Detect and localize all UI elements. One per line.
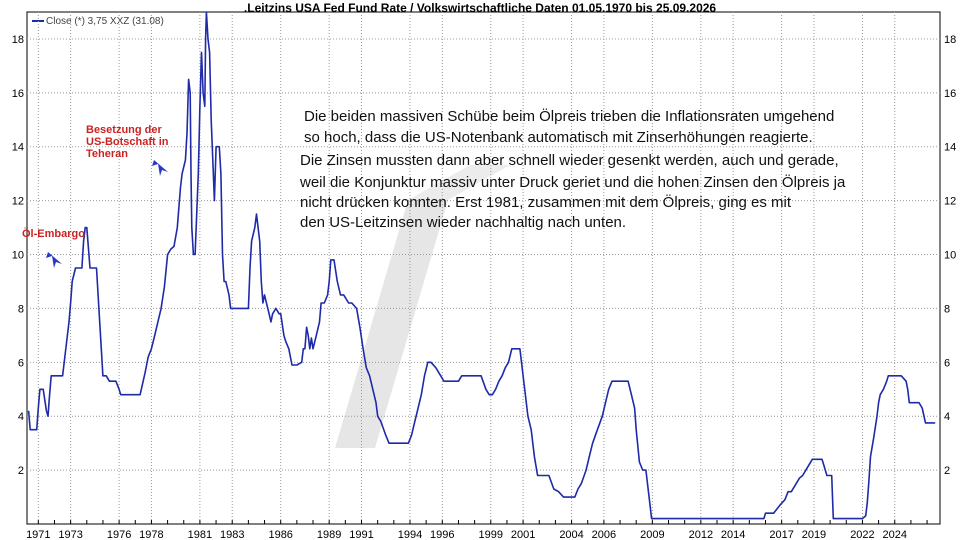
note-line: nicht drücken konnten. Erst 1981, zusamm…: [300, 194, 792, 211]
note-line: weil die Konjunktur massiv unter Druck g…: [300, 174, 846, 191]
y-tick-label-left: 6: [18, 357, 24, 369]
x-tick-label: 1999: [479, 529, 503, 540]
y-tick-label-right: 6: [944, 357, 950, 369]
x-tick-label: 2009: [640, 529, 664, 540]
x-tick-label: 1978: [139, 529, 163, 540]
x-tick-label: 1994: [398, 529, 422, 540]
y-tick-label-right: 8: [944, 303, 950, 315]
y-tick-label-left: 10: [12, 250, 24, 262]
y-tick-label-left: 4: [18, 411, 24, 423]
y-tick-label-right: 4: [944, 411, 950, 423]
x-tick-label: 2012: [689, 529, 713, 540]
y-tick-label-right: 18: [944, 34, 956, 46]
note-line: Die beiden massiven Schübe beim Ölpreis …: [304, 108, 835, 125]
y-tick-label-left: 14: [12, 142, 24, 154]
x-tick-label: 2004: [559, 529, 583, 540]
y-tick-label-right: 16: [944, 88, 956, 100]
x-tick-label: 2006: [592, 529, 616, 540]
annotation-oel-embargo: Öl-Embargo: [22, 228, 85, 240]
arrow-icon: [152, 160, 168, 176]
x-tick-label: 1981: [188, 529, 212, 540]
x-tick-label: 1991: [349, 529, 373, 540]
x-tick-label: 1996: [430, 529, 454, 540]
annotation-teheran-line: US-Botschaft in: [86, 136, 169, 148]
x-tick-label: 2022: [850, 529, 874, 540]
annotation-teheran: Besetzung der US-Botschaft in Teheran: [86, 124, 169, 160]
x-tick-label: 2001: [511, 529, 535, 540]
y-tick-label-right: 2: [944, 465, 950, 477]
annotation-teheran-line: Besetzung der: [86, 124, 162, 136]
y-tick-label-left: 8: [18, 303, 24, 315]
x-tick-label: 1983: [220, 529, 244, 540]
note-line: so hoch, dass die US-Notenbank automatis…: [304, 129, 813, 146]
annotation-teheran-line: Teheran: [86, 148, 128, 160]
y-tick-label-left: 2: [18, 465, 24, 477]
y-tick-label-left: 18: [12, 34, 24, 46]
arrow-icon: [46, 252, 62, 268]
watermark-shape: [335, 200, 448, 448]
x-tick-label: 2014: [721, 529, 745, 540]
y-tick-label-left: 12: [12, 196, 24, 208]
x-tick-label: 2017: [769, 529, 793, 540]
x-tick-label: 2019: [802, 529, 826, 540]
x-tick-label: 1971: [26, 529, 50, 540]
note-line: Die Zinsen mussten dann aber schnell wie…: [300, 152, 839, 169]
watermark-shape: [408, 165, 510, 200]
x-tick-label: 1989: [317, 529, 341, 540]
y-tick-label-right: 12: [944, 196, 956, 208]
x-tick-label: 1976: [107, 529, 131, 540]
y-tick-label-left: 16: [12, 88, 24, 100]
legend-label: Close (*) 3,75 XXZ (31.08): [46, 16, 164, 27]
x-tick-label: 1973: [58, 529, 82, 540]
note-line: den US-Leitzinsen wieder nachhaltig nach…: [300, 214, 627, 231]
y-tick-label-right: 14: [944, 142, 956, 154]
y-tick-label-right: 10: [944, 250, 956, 262]
series-line: [27, 11, 936, 520]
plot-frame: [26, 11, 941, 525]
x-tick-label: 1986: [268, 529, 292, 540]
x-tick-label: 2024: [883, 529, 907, 540]
